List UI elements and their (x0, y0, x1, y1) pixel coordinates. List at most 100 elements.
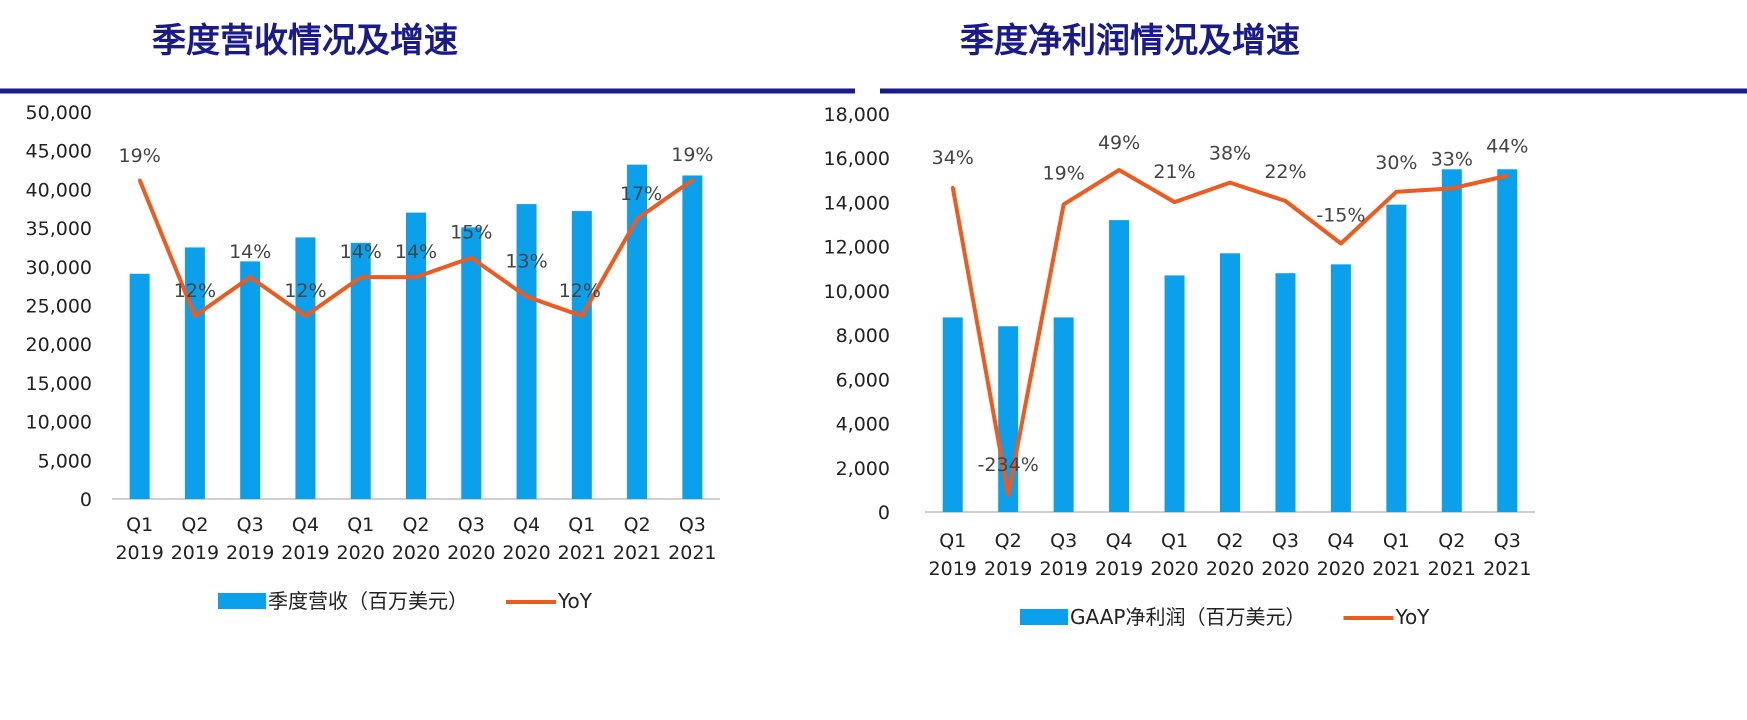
x-tick-year: 2019 (115, 542, 163, 564)
x-tick-year: 2020 (1317, 558, 1365, 580)
yoy-point (1505, 174, 1509, 178)
yoy-data-label: 49% (1098, 132, 1140, 154)
yoy-point (1394, 190, 1398, 194)
x-tick-quarter: Q3 (1494, 530, 1521, 552)
y-tick-label: 45,000 (26, 141, 92, 163)
yoy-data-label: 14% (340, 241, 382, 263)
x-tick-quarter: Q4 (1106, 530, 1133, 552)
x-tick-year: 2020 (337, 542, 385, 564)
y-tick-label: 35,000 (26, 218, 92, 240)
legend-bar-label: GAAP净利润（百万美元） (1070, 605, 1305, 629)
x-tick-year: 2019 (226, 542, 274, 564)
x-tick-quarter: Q3 (458, 514, 485, 536)
legend-bar-swatch (218, 593, 266, 609)
yoy-data-label: 12% (284, 280, 326, 302)
x-tick-quarter: Q4 (292, 514, 319, 536)
bar (1386, 204, 1407, 512)
y-tick-label: 0 (878, 502, 890, 524)
x-tick-quarter: Q2 (624, 514, 651, 536)
x-tick-quarter: Q3 (237, 514, 264, 536)
x-tick-year: 2019 (984, 558, 1032, 580)
bar (295, 237, 316, 499)
yoy-data-label: -234% (978, 454, 1039, 476)
x-tick-year: 2020 (1261, 558, 1309, 580)
y-tick-label: 15,000 (26, 373, 92, 395)
bar (406, 212, 426, 499)
yoy-data-label: 22% (1264, 161, 1306, 183)
yoy-point (303, 314, 307, 318)
yoy-data-label: 19% (119, 145, 161, 167)
yoy-point (1006, 493, 1010, 497)
bar (1330, 264, 1351, 512)
legend: 季度营收（百万美元） YoY (218, 589, 593, 613)
bar (240, 261, 261, 499)
legend: GAAP净利润（百万美元） YoY (1020, 605, 1430, 629)
yoy-point (1283, 199, 1287, 203)
bar (1164, 275, 1185, 512)
y-tick-label: 12,000 (824, 237, 890, 259)
bar (1053, 317, 1074, 512)
yoy-data-label: 33% (1431, 148, 1473, 170)
yoy-data-label: 12% (559, 280, 601, 302)
bar (1441, 169, 1462, 512)
y-tick-label: 10,000 (824, 281, 890, 303)
x-tick-year: 2020 (392, 542, 440, 564)
net-income-chart: 季度净利润情况及增速 0 2,000 4,000 6,000 8,000 10,000 12,… (824, 21, 1535, 629)
yoy-data-label: 34% (932, 147, 974, 169)
legend-line-label: YoY (1394, 605, 1430, 629)
x-tick-quarter: Q1 (347, 514, 374, 536)
yoy-point (469, 256, 473, 260)
x-tick-quarter: Q2 (1438, 530, 1465, 552)
yoy-data-label: 15% (450, 222, 492, 244)
bar (942, 317, 963, 512)
y-tick-label: 25,000 (26, 296, 92, 318)
y-tick-label: 14,000 (824, 192, 890, 214)
x-tick-year: 2020 (502, 542, 550, 564)
legend-bar-label: 季度营收（百万美元） (268, 589, 468, 613)
yoy-point (1173, 200, 1177, 204)
x-tick-quarter: Q1 (568, 514, 595, 536)
yoy-point (525, 295, 529, 299)
yoy-point (951, 185, 955, 189)
yoy-point (193, 314, 197, 318)
yoy-point (1062, 202, 1066, 206)
yoy-point (414, 275, 418, 279)
yoy-point (1339, 241, 1343, 245)
x-tick-quarter: Q1 (126, 514, 153, 536)
y-tick-label: 0 (80, 489, 92, 511)
yoy-data-label: 19% (671, 144, 713, 166)
x-tick-year: 2020 (447, 542, 495, 564)
y-tick-label: 20,000 (26, 334, 92, 356)
yoy-point (138, 178, 142, 182)
yoy-point (1228, 181, 1232, 185)
bar (1109, 220, 1130, 512)
x-tick-quarter: Q2 (402, 514, 429, 536)
yoy-data-label: 17% (620, 183, 662, 205)
yoy-point (1450, 186, 1454, 190)
x-tick-quarter: Q4 (513, 514, 540, 536)
x-tick-year: 2020 (1206, 558, 1254, 580)
y-tick-label: 16,000 (824, 148, 890, 170)
yoy-data-label: 14% (229, 241, 271, 263)
x-tick-year: 2021 (1428, 558, 1476, 580)
y-tick-label: 40,000 (26, 179, 92, 201)
y-tick-label: 5,000 (38, 450, 92, 472)
bar (1220, 253, 1240, 513)
yoy-point (1117, 168, 1121, 172)
y-tick-label: 18,000 (824, 104, 890, 126)
yoy-data-label: 12% (174, 280, 216, 302)
x-tick-quarter: Q4 (1327, 530, 1354, 552)
x-tick-quarter: Q2 (181, 514, 208, 536)
x-tick-quarter: Q3 (1050, 530, 1077, 552)
bar (516, 204, 537, 499)
yoy-point (690, 178, 694, 182)
chart-title: 季度净利润情况及增速 (960, 21, 1300, 61)
bar (350, 242, 371, 499)
y-tick-label: 2,000 (836, 458, 890, 480)
x-tick-quarter: Q2 (995, 530, 1022, 552)
yoy-data-label: 21% (1153, 161, 1195, 183)
x-tick-year: 2021 (613, 542, 661, 564)
x-tick-quarter: Q2 (1216, 530, 1243, 552)
